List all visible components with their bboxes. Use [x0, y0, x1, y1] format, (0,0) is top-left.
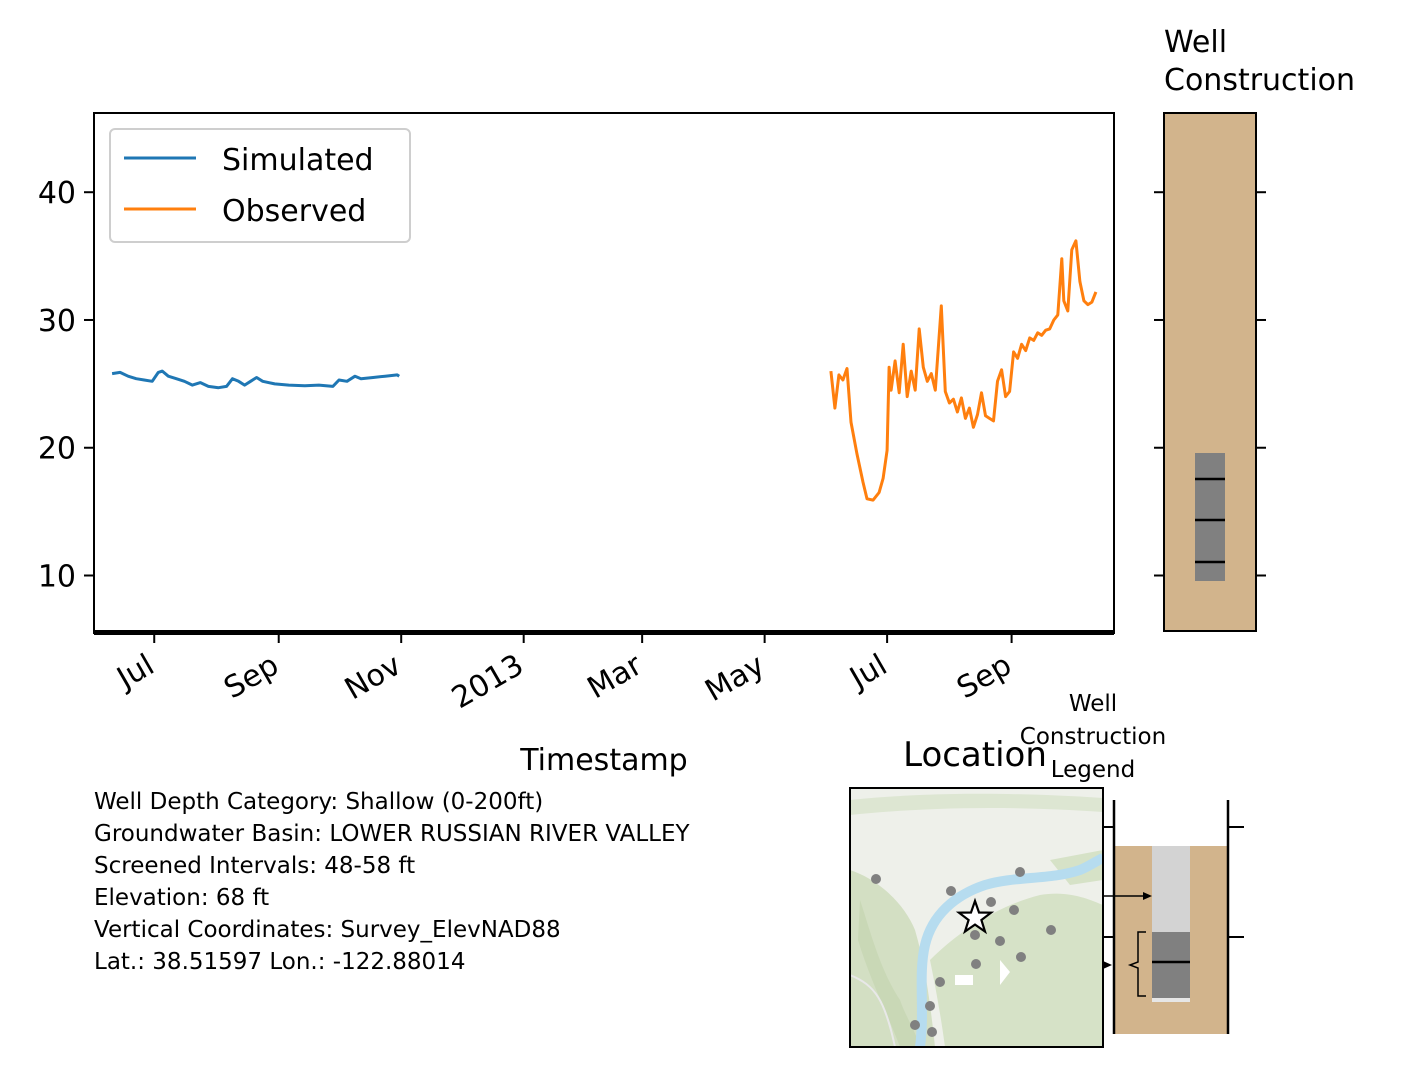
legend-label-simulated: Simulated [222, 143, 374, 178]
main-plot: 10 20 30 40 Jul Sep Nov 2013 Mar May Jul Sep Simul… [38, 112, 1115, 778]
legend-bracket [1127, 931, 1146, 997]
map-well-dot [1016, 952, 1026, 962]
legend-blank-casing [1152, 846, 1190, 934]
map-well-dot [971, 959, 981, 969]
well-construction-title-line2: Construction [1164, 63, 1355, 98]
series-layer [111, 239, 1098, 502]
x-tick-label: 2013 [446, 648, 530, 716]
star-icon [955, 897, 995, 935]
x-tick-label: Nov [339, 648, 407, 708]
well-info-block: Well Depth Category: Shallow (0-200ft) G… [94, 786, 734, 978]
series-line-observed [829, 239, 1098, 502]
x-tick-label: Mar [582, 647, 649, 706]
legend-screen [1152, 932, 1190, 998]
y-tick-label: 30 [38, 304, 76, 339]
map-well-dot [1009, 905, 1019, 915]
map-well-dot [986, 897, 996, 907]
well-construction-legend-panel: Well Construction Legend [1020, 691, 1244, 1034]
legend-panel-title-line1: Well [1069, 691, 1117, 717]
well-construction-panel: Well Construction [1154, 25, 1355, 632]
map-well-dot [871, 874, 881, 884]
map-well-dot [970, 930, 980, 940]
info-lat-lon: Lat.: 38.51597 Lon.: -122.88014 [94, 949, 466, 975]
location-title: Location [903, 735, 1047, 775]
x-tick-label: Sep [951, 648, 1017, 707]
map-well-dot [927, 1027, 937, 1037]
map-well-dot [925, 1001, 935, 1011]
y-ticks: 10 20 30 40 [38, 176, 94, 595]
legend-panel-title-line2: Construction [1020, 724, 1166, 750]
series-line-simulated [111, 369, 401, 390]
legend-panel-title-line3: Legend [1051, 757, 1136, 783]
map-well-dot [935, 977, 945, 987]
x-ticks: Jul Sep Nov 2013 Mar May Jul Sep [110, 633, 1018, 716]
arrow-head-icon [1103, 961, 1112, 969]
map-well-dot [910, 1020, 920, 1030]
info-basin: Groundwater Basin: LOWER RUSSIAN RIVER V… [94, 821, 690, 847]
legend: Simulated Observed [109, 128, 411, 243]
x-tick-label: May [699, 648, 770, 709]
legend-screen-bottom [1152, 998, 1190, 1002]
map-wells [871, 867, 1056, 1037]
map-well-dot [1015, 867, 1025, 877]
x-tick-label: Jul [110, 648, 161, 697]
well-screen-interval [1195, 453, 1225, 581]
info-well-depth: Well Depth Category: Shallow (0-200ft) [94, 789, 544, 815]
y-tick-label: 20 [38, 432, 76, 467]
x-tick-label: Jul [843, 648, 894, 697]
well-y-ticks [1154, 191, 1266, 577]
info-screened-intervals: Screened Intervals: 48-58 ft [94, 853, 416, 879]
info-vertical-coordinates: Vertical Coordinates: Survey_ElevNAD88 [94, 917, 561, 943]
y-tick-label: 40 [38, 176, 76, 211]
map-well-dot [995, 936, 1005, 946]
arrow-head-icon [1143, 892, 1152, 900]
map-well-dot [946, 886, 956, 896]
location-map-panel: Location [849, 735, 1104, 1048]
map-well-dot [1046, 925, 1056, 935]
map-frame [849, 787, 1104, 1048]
legend-label-observed: Observed [222, 194, 366, 229]
x-axis-label: Timestamp [519, 743, 687, 778]
x-tick-label: Sep [218, 648, 284, 707]
well-construction-title-line1: Well [1164, 25, 1227, 60]
info-elevation: Elevation: 68 ft [94, 885, 270, 911]
y-tick-label: 10 [38, 560, 76, 595]
